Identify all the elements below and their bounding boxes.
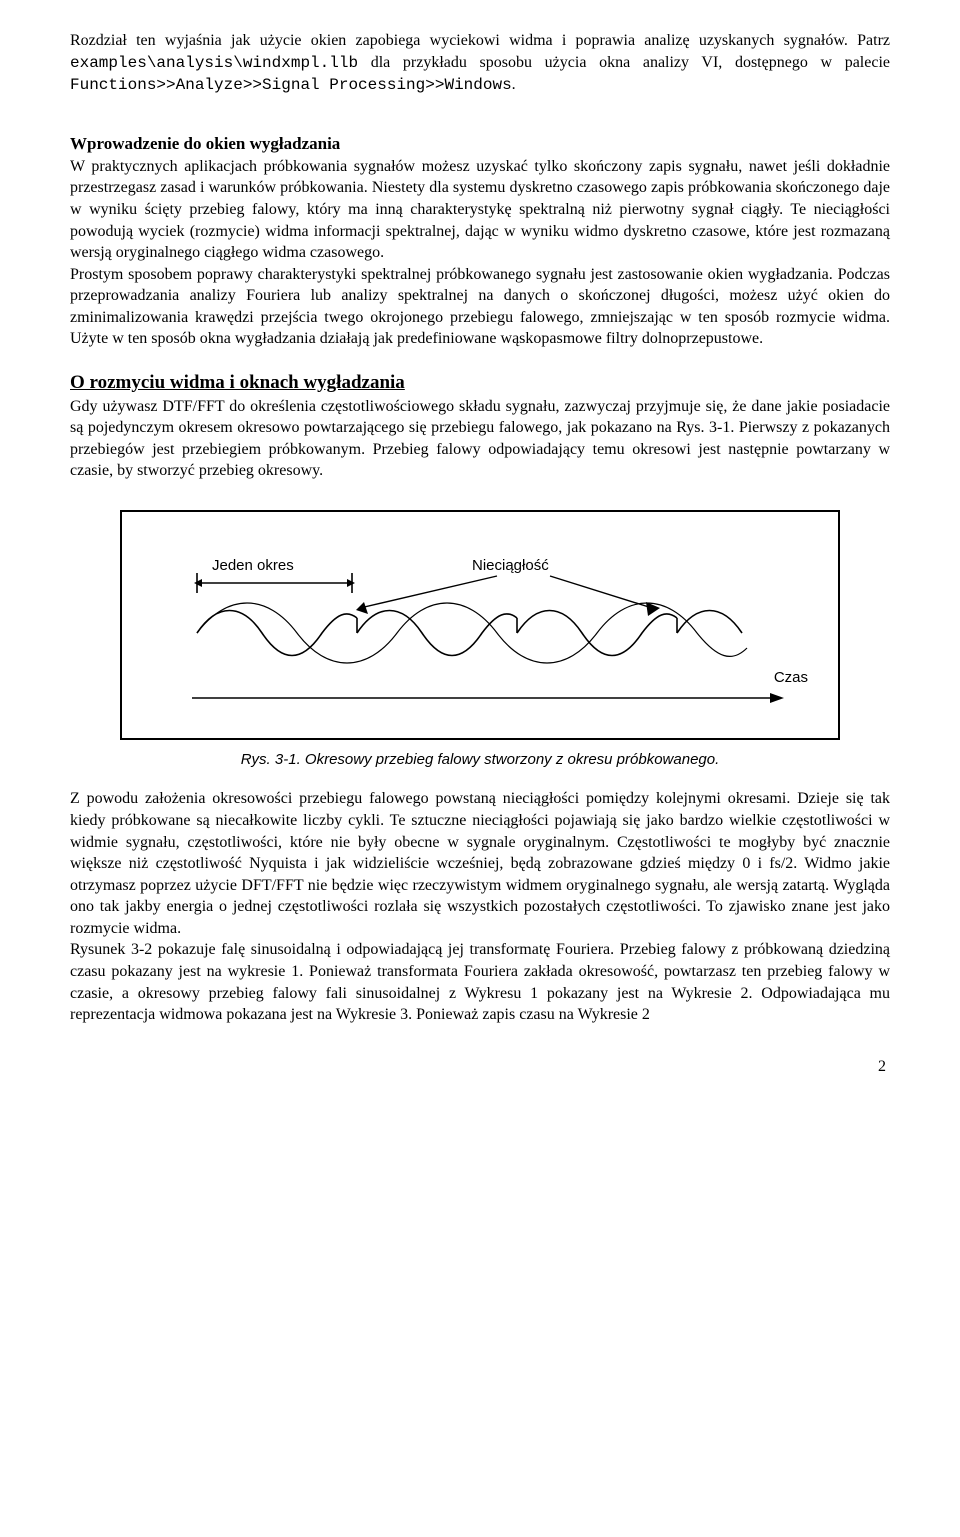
paragraph-last: Rysunek 3-2 pokazuje falę sinusoidalną i… [70, 939, 890, 1025]
figure-canvas: Jeden okres Nieciągłość Czas | under lab… [152, 538, 808, 718]
section-1-body-a: W praktycznych aplikacjach próbkowania s… [70, 156, 890, 264]
section-1-title: Wprowadzenie do okien wygładzania [70, 133, 890, 156]
intro-paragraph: Rozdział ten wyjaśnia jak użycie okien z… [70, 30, 890, 97]
section-2-title: O rozmyciu widma i oknach wygładzania [70, 370, 890, 396]
figure-3-1: Jeden okres Nieciągłość Czas | under lab… [120, 510, 840, 740]
section-1-body-b: Prostym sposobem poprawy charakterystyki… [70, 264, 890, 350]
intro-text-b: dla przykładu sposobu użycia okna analiz… [358, 54, 890, 71]
code-path-2: Functions>>Analyze>>Signal Processing>>W… [70, 76, 512, 94]
section-2-body: Gdy używasz DTF/FFT do określenia często… [70, 396, 890, 482]
intro-text-c: . [512, 76, 516, 93]
figure-label-discontinuity: Nieciągłość [472, 556, 549, 576]
intro-text-a: Rozdział ten wyjaśnia jak użycie okien z… [70, 32, 890, 49]
paragraph-after-figure: Z powodu założenia okresowości przebiegu… [70, 788, 890, 939]
figure-label-period: Jeden okres [212, 556, 294, 576]
code-path-1: examples\analysis\windxmpl.llb [70, 54, 358, 72]
figure-caption: Rys. 3-1. Okresowy przebieg falowy stwor… [70, 750, 890, 770]
page-number: 2 [70, 1056, 890, 1078]
figure-label-time-axis: Czas [774, 668, 808, 688]
